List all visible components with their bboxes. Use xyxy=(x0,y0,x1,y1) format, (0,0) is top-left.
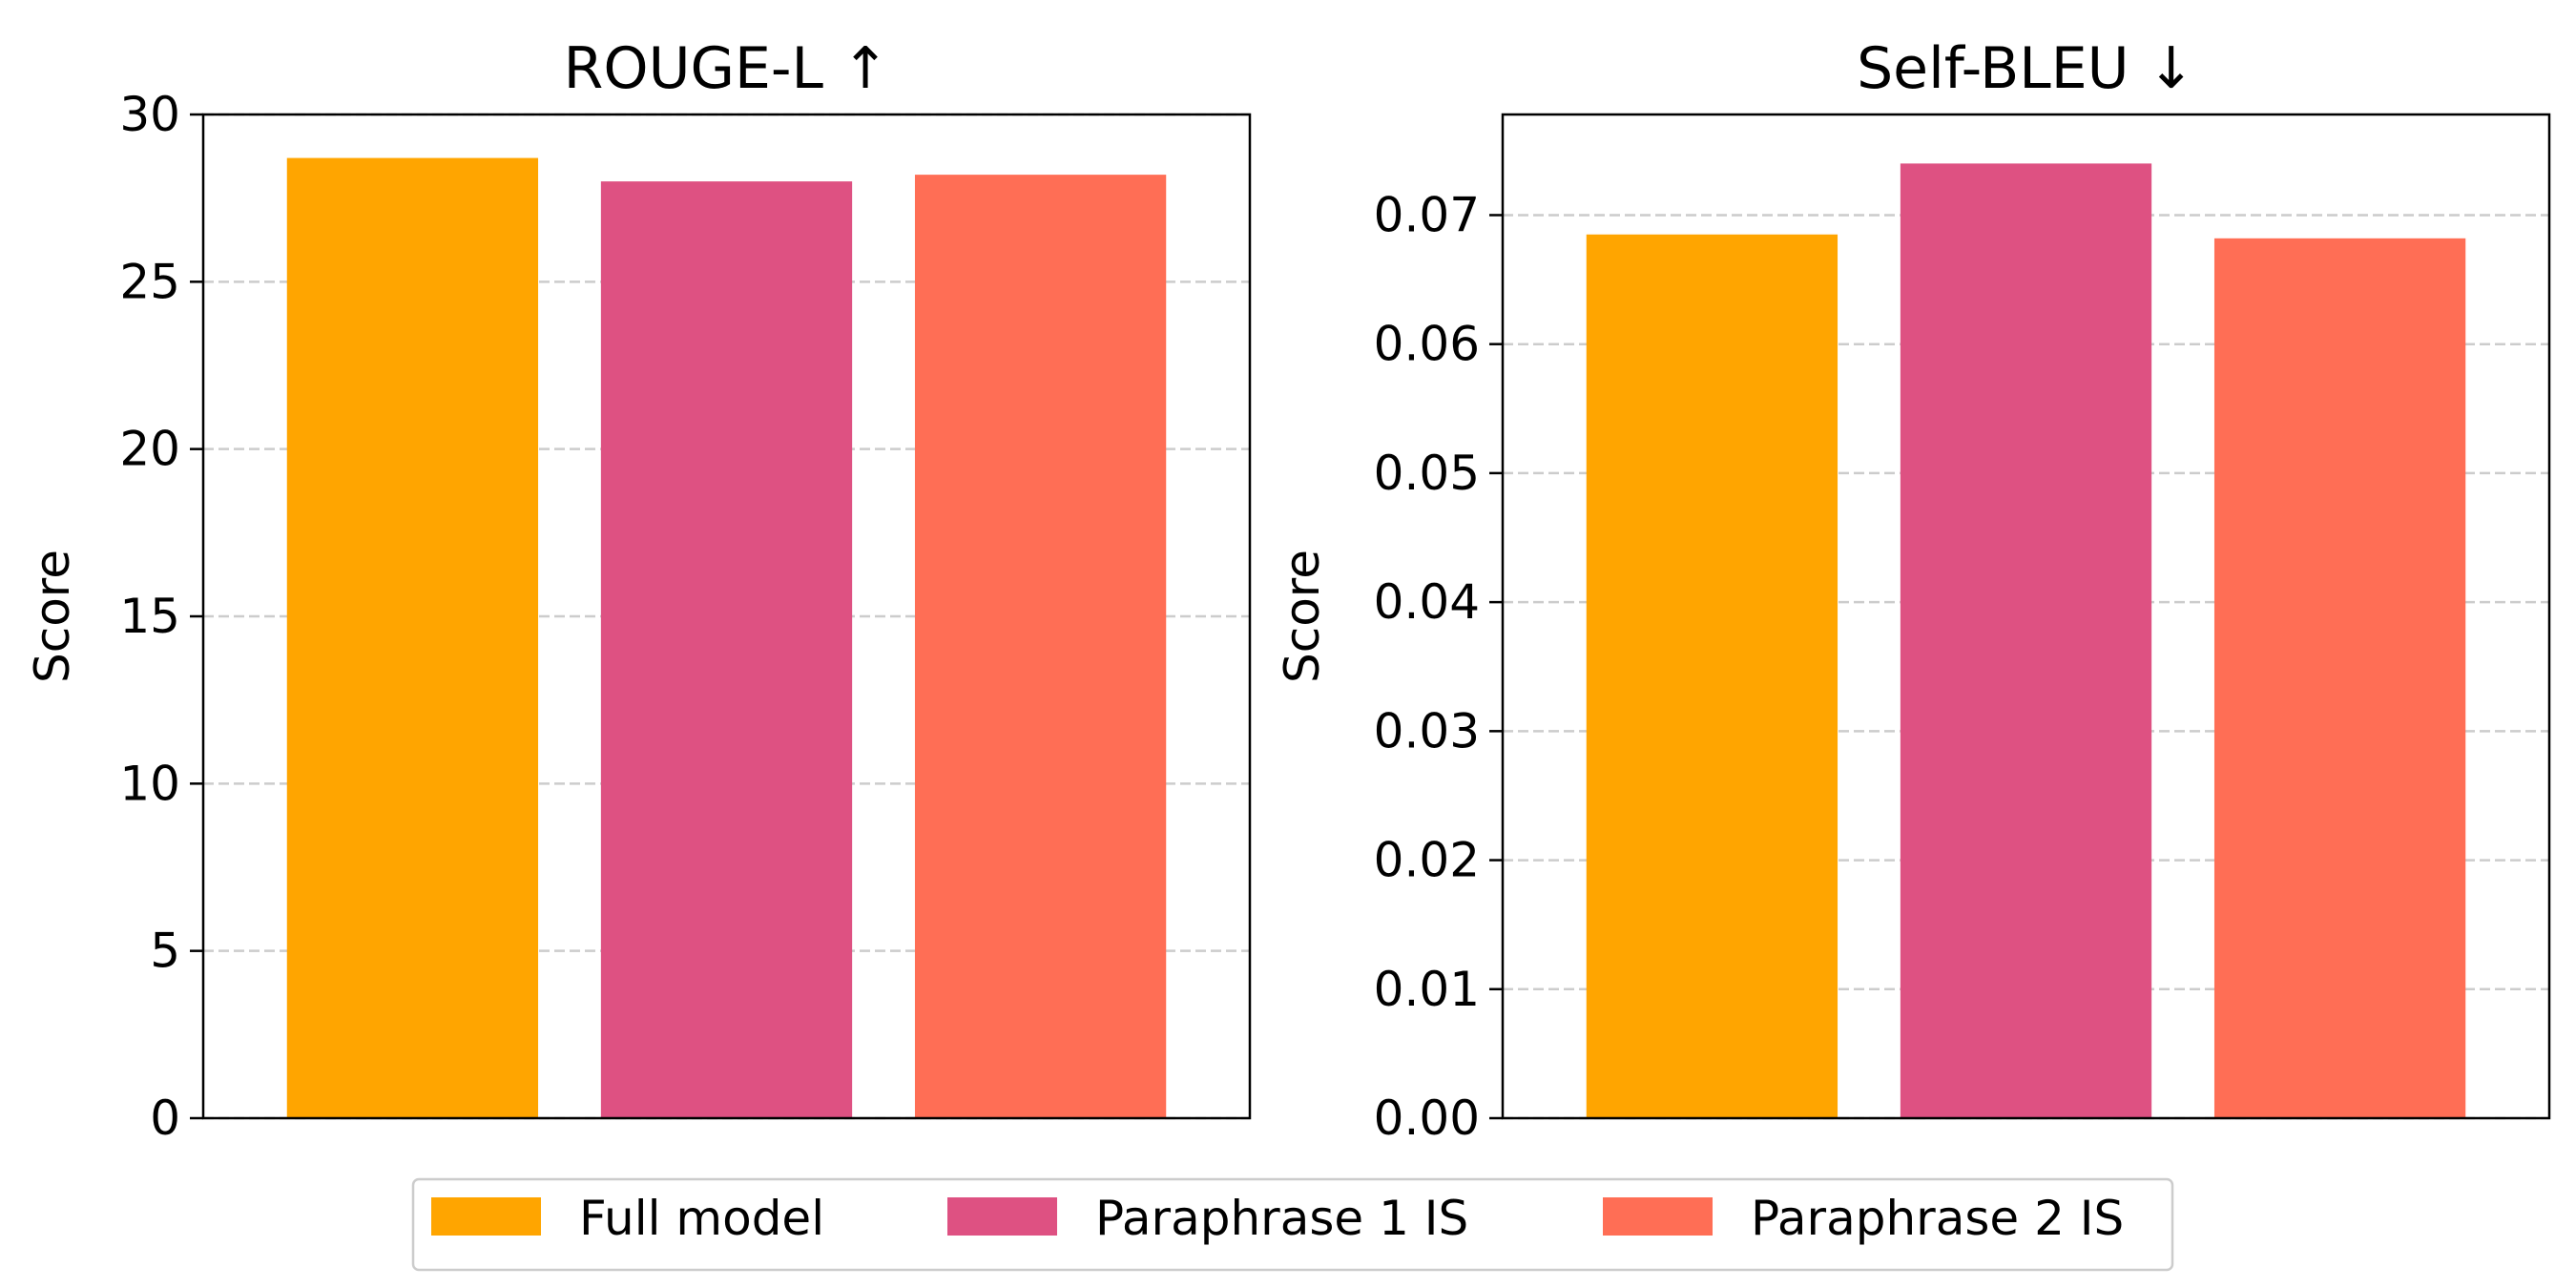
legend-label-full-model: Full model xyxy=(579,1191,824,1246)
rouge-l-bar-paraphrase-1-is xyxy=(600,181,853,1119)
rouge-l-ytick-label: 15 xyxy=(119,589,180,644)
self-bleu-ylabel: Score xyxy=(1275,550,1330,683)
rouge-l-ytick-label: 5 xyxy=(150,924,180,979)
self-bleu-bar-paraphrase-2-is xyxy=(2213,238,2466,1119)
rouge-l-ytick-label: 0 xyxy=(150,1091,180,1146)
rouge-l-ytick-label: 25 xyxy=(119,254,180,309)
self-bleu-bar-paraphrase-1-is xyxy=(1900,163,2152,1118)
self-bleu-title: Self-BLEU ↓ xyxy=(1857,35,2195,102)
self-bleu-ytick-label: 0.06 xyxy=(1374,317,1480,372)
legend-swatch-full-model xyxy=(431,1197,541,1236)
self-bleu-ytick-label: 0.02 xyxy=(1374,833,1480,888)
legend-label-paraphrase-2-is: Paraphrase 2 IS xyxy=(1751,1191,2124,1246)
rouge-l-ytick-label: 10 xyxy=(119,756,180,811)
self-bleu-ytick-label: 0.00 xyxy=(1374,1091,1480,1146)
rouge-l-ylabel: Score xyxy=(25,550,80,683)
rouge-l-bar-full-model xyxy=(286,157,539,1118)
self-bleu-axes-frame xyxy=(1501,113,2551,1120)
rouge-l-title: ROUGE-L ↑ xyxy=(564,35,890,102)
rouge-l-panel: 0 5 10 15 20 25 30 ROUGE-L ↑ Score xyxy=(25,35,1252,1146)
self-bleu-ytick-label: 0.07 xyxy=(1374,187,1480,242)
legend-swatch-paraphrase-1-is xyxy=(947,1197,1057,1236)
self-bleu-bar-full-model xyxy=(1586,234,1839,1118)
self-bleu-panel: 0.00 0.01 0.02 0.03 0.04 0.05 0.06 0.07 Self-BLE… xyxy=(1275,35,2551,1146)
rouge-l-ytick-label: 30 xyxy=(119,87,180,142)
legend: Full model Paraphrase 1 IS Paraphrase 2 … xyxy=(411,1177,2174,1272)
rouge-l-ytick-label: 20 xyxy=(119,422,180,477)
self-bleu-ytick-label: 0.03 xyxy=(1374,703,1480,758)
legend-swatch-paraphrase-2-is xyxy=(1603,1197,1713,1236)
legend-frame xyxy=(411,1177,2174,1272)
self-bleu-ytick-label: 0.04 xyxy=(1374,574,1480,630)
self-bleu-ytick-label: 0.01 xyxy=(1374,962,1480,1017)
rouge-l-bar-paraphrase-2-is xyxy=(914,175,1167,1118)
legend-label-paraphrase-1-is: Paraphrase 1 IS xyxy=(1095,1191,1468,1246)
self-bleu-ytick-label: 0.05 xyxy=(1374,446,1480,501)
